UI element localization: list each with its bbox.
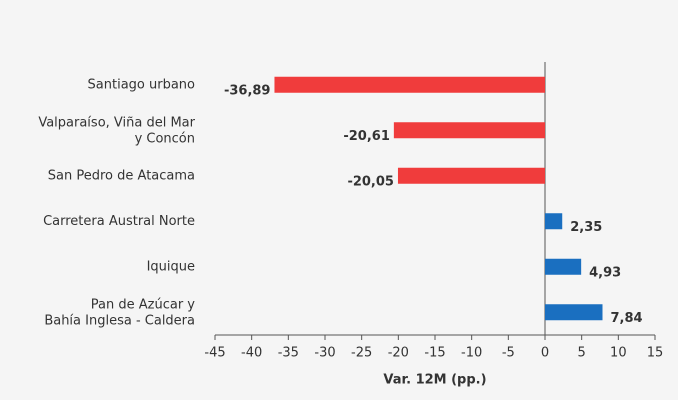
- value-label: -20,61: [343, 129, 390, 144]
- x-tick-label: -40: [241, 346, 262, 361]
- y-tick-label: Pan de Azúcar y Bahía Inglesa - Caldera: [44, 297, 195, 328]
- x-tick-label: 0: [541, 346, 549, 361]
- x-tick-label: -20: [388, 346, 409, 361]
- bar: [545, 304, 603, 321]
- y-tick-label: Iquique: [147, 259, 195, 274]
- y-tick-label: Santiago urbano: [88, 77, 196, 92]
- x-tick-label: -30: [314, 346, 335, 361]
- x-tick-label: 10: [610, 346, 627, 361]
- value-label: -20,05: [347, 174, 394, 189]
- bar: [545, 213, 563, 230]
- x-tick-label: 15: [647, 346, 664, 361]
- x-axis-label: Var. 12M (pp.): [383, 373, 486, 388]
- value-label: 2,35: [570, 220, 602, 235]
- bar: [397, 167, 545, 184]
- y-tick-label: San Pedro de Atacama: [48, 168, 195, 183]
- x-tick-label: -35: [278, 346, 299, 361]
- x-tick-label: -10: [461, 346, 482, 361]
- value-label: 4,93: [589, 265, 621, 280]
- x-tick-label: -45: [204, 346, 225, 361]
- x-tick-label: -5: [502, 346, 515, 361]
- x-tick-label: -15: [424, 346, 445, 361]
- value-label: -36,89: [224, 83, 271, 98]
- x-tick-label: -25: [351, 346, 372, 361]
- bar: [393, 122, 545, 139]
- y-tick-label: Valparaíso, Viña del Mar y Concón: [38, 115, 195, 146]
- bar: [545, 258, 582, 275]
- y-tick-label: Carretera Austral Norte: [43, 214, 195, 229]
- bar: [274, 76, 545, 93]
- value-label: 7,84: [610, 311, 642, 326]
- x-tick-label: 5: [578, 346, 586, 361]
